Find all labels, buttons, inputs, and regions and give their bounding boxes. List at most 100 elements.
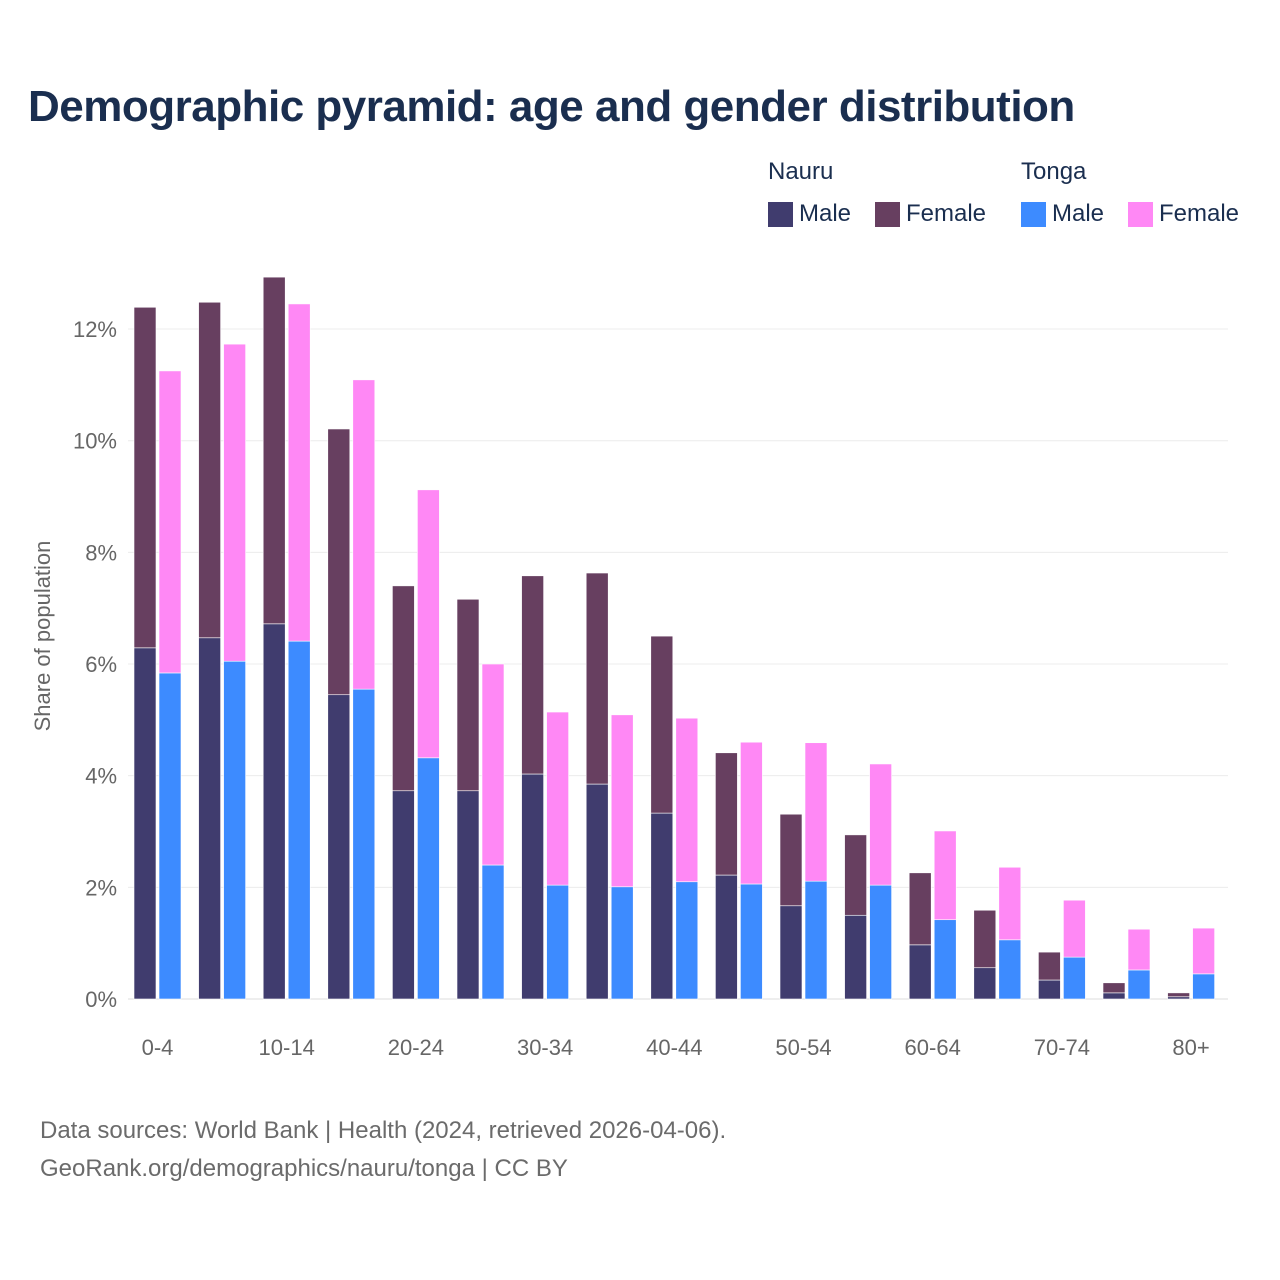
legend-swatch [1021, 201, 1046, 227]
bar-tonga-male [417, 757, 440, 1000]
bar-tonga-male [740, 883, 763, 1000]
bar-tonga-female [740, 741, 763, 885]
bar-nauru-male [1102, 992, 1126, 1000]
bar-nauru-male [327, 694, 351, 1000]
x-tick-label: 50-54 [775, 1035, 831, 1060]
y-tick-label: 0% [85, 987, 117, 1012]
legend-label: Male [799, 200, 852, 227]
bar-nauru-male [262, 623, 286, 1000]
legend-tonga-female[interactable]: Female [1128, 200, 1239, 228]
bar-nauru-female [198, 301, 221, 639]
legend-label: Male [1052, 200, 1105, 227]
x-tick-label: 0-4 [142, 1035, 174, 1060]
bar-nauru-female [1038, 951, 1061, 981]
bar-nauru-female [327, 428, 351, 696]
bar-tonga-female [223, 343, 246, 662]
y-tick-label: 6% [85, 652, 117, 677]
bar-nauru-female [585, 572, 609, 785]
bar-tonga-female [1063, 899, 1086, 958]
bar-nauru-male [650, 812, 674, 1000]
bar-nauru-male [1038, 979, 1061, 1000]
legend-label: Female [906, 200, 987, 227]
bar-nauru-male [779, 905, 803, 1000]
bar-nauru-female [973, 909, 997, 969]
bar-nauru-male [585, 783, 609, 1000]
bar-tonga-female [610, 714, 634, 888]
bar-tonga-female [352, 379, 376, 690]
x-tick-label: 40-44 [646, 1035, 702, 1060]
bar-tonga-female [998, 866, 1022, 941]
bar-tonga-female [1127, 928, 1151, 971]
bar-tonga-male [1192, 973, 1215, 1000]
bar-nauru-female [1167, 992, 1190, 998]
y-tick-label: 4% [85, 764, 117, 789]
bar-tonga-female [869, 763, 892, 886]
bar-tonga-male [287, 640, 311, 1000]
bar-nauru-female [844, 834, 867, 916]
x-tick-label: 70-74 [1034, 1035, 1090, 1060]
bar-nauru-male [133, 647, 157, 1000]
bar-nauru-male [715, 874, 738, 1000]
bar-nauru-female [521, 575, 544, 775]
chart-title: Demographic pyramid: age and gender dist… [28, 82, 1075, 131]
bar-tonga-male [675, 881, 699, 1000]
bar-nauru-female [650, 635, 674, 814]
bar-nauru-male [908, 944, 932, 1000]
bar-nauru-male [521, 773, 544, 1000]
bar-tonga-male [158, 672, 182, 1000]
bar-nauru-male [198, 637, 221, 1000]
bar-tonga-female [158, 370, 182, 674]
bar-tonga-female [546, 711, 569, 886]
bar-nauru-female [392, 585, 415, 792]
footer-sources: Data sources: World Bank | Health (2024,… [40, 1117, 727, 1144]
bar-tonga-female [933, 830, 957, 921]
x-tick-label: 10-14 [259, 1035, 315, 1060]
x-tick-label: 20-24 [388, 1035, 444, 1060]
legend-nauru-female[interactable]: Female [875, 200, 986, 228]
bar-tonga-male [869, 884, 892, 1000]
bar-nauru-female [1102, 982, 1126, 994]
bar-tonga-male [223, 660, 246, 1000]
plot-area: 0% 2% 4% 6% 8% 10% 12% Share of population 0-4 10… [30, 276, 1228, 1060]
bar-nauru-female [908, 872, 932, 946]
bar-tonga-female [417, 489, 440, 759]
bar-tonga-female [287, 303, 311, 642]
x-tick-label: 80+ [1172, 1035, 1209, 1060]
y-tick-label: 8% [85, 540, 117, 565]
bar-tonga-female [804, 742, 828, 882]
bar-tonga-male [804, 880, 828, 1000]
footer-credit: GeoRank.org/demographics/nauru/tonga | C… [40, 1155, 568, 1182]
bar-nauru-male [1167, 996, 1190, 1000]
bar-tonga-male [610, 886, 634, 1000]
x-tick-label: 60-64 [905, 1035, 961, 1060]
y-tick-label: 10% [73, 429, 117, 454]
bar-nauru-female [133, 306, 157, 649]
bar-tonga-female [675, 717, 699, 883]
y-axis-label: Share of population [30, 541, 55, 732]
bar-tonga-female [1192, 927, 1215, 975]
y-tick-label: 2% [85, 875, 117, 900]
legend-group-tonga: Tonga [1021, 158, 1087, 185]
bar-tonga-male [998, 939, 1022, 1000]
legend-swatch [1128, 201, 1153, 227]
bar-nauru-male [973, 967, 997, 1000]
bar-tonga-male [546, 884, 569, 1000]
legend-nauru-male[interactable]: Male [768, 200, 851, 228]
x-tick-label: 30-34 [517, 1035, 573, 1060]
legend-swatch [875, 201, 900, 227]
bar-nauru-female [779, 813, 803, 907]
bar-nauru-male [844, 914, 867, 1000]
legend-swatch [768, 201, 793, 227]
bar-tonga-male [481, 864, 505, 1000]
bar-tonga-female [481, 663, 505, 866]
bar-tonga-male [1127, 969, 1151, 1000]
bar-nauru-male [392, 790, 415, 1000]
y-tick-label: 12% [73, 317, 117, 342]
legend-label: Female [1159, 200, 1240, 227]
bar-tonga-male [1063, 956, 1086, 1000]
legend-group-nauru: Nauru [768, 158, 834, 185]
legend-tonga-male[interactable]: Male [1021, 200, 1104, 228]
bar-nauru-female [262, 276, 286, 625]
bar-nauru-male [456, 790, 480, 1000]
